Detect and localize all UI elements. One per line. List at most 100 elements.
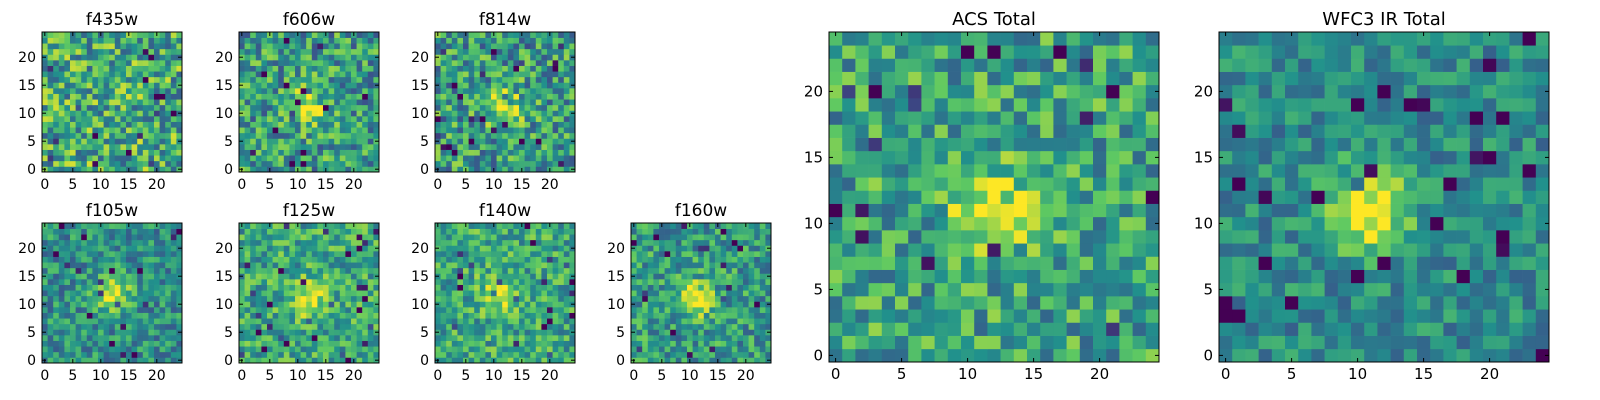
heatmap-cell	[165, 318, 172, 325]
heatmap-cell	[934, 269, 949, 284]
heatmap-cell	[81, 262, 88, 269]
heatmap-cell	[75, 71, 82, 78]
heatmap-cell	[961, 190, 975, 204]
heatmap-cell	[289, 245, 296, 252]
heatmap-cell	[524, 307, 531, 313]
heatmap-cell	[485, 60, 492, 66]
heatmap-cell	[681, 284, 688, 291]
heatmap-cell	[881, 150, 896, 165]
heatmap-cell	[921, 216, 935, 231]
heatmap-cell	[731, 323, 738, 330]
heatmap-cell	[64, 223, 71, 229]
y-tick-label: 5	[27, 134, 36, 150]
heatmap-cell	[70, 273, 76, 280]
heatmap-cell	[1013, 230, 1028, 244]
heatmap-cell	[109, 262, 116, 269]
heatmap-cell	[754, 340, 761, 347]
heatmap-cell	[362, 65, 369, 72]
heatmap-cell	[703, 346, 710, 353]
heatmap-cell	[154, 138, 160, 145]
heatmap-cell	[334, 121, 341, 128]
heatmap-cell	[323, 121, 329, 128]
heatmap-cell	[987, 348, 1001, 363]
heatmap-cell	[541, 267, 548, 274]
heatmap-cell	[502, 318, 509, 325]
heatmap-cell	[114, 239, 121, 246]
heatmap-cell	[283, 234, 290, 241]
heatmap-cell	[64, 323, 71, 330]
heatmap-cell	[47, 340, 54, 347]
heatmap-cell	[272, 290, 279, 297]
heatmap-cell	[703, 301, 710, 308]
heatmap-cell	[451, 88, 458, 94]
heatmap-cell	[563, 65, 570, 72]
heatmap-cell	[120, 82, 127, 89]
heatmap-cell	[479, 132, 486, 139]
heatmap-cell	[300, 166, 307, 173]
heatmap-cell	[947, 269, 962, 284]
heatmap-cell	[961, 282, 975, 297]
heatmap-cell	[311, 71, 318, 78]
heatmap-cell	[272, 60, 279, 66]
heatmap-cell	[631, 295, 637, 302]
heatmap-cell	[120, 329, 127, 336]
heatmap-cell	[698, 279, 705, 285]
heatmap-cell	[165, 223, 172, 229]
heatmap-cell	[126, 335, 132, 341]
y-tick-label: 20	[215, 241, 233, 257]
heatmap-cell	[148, 262, 155, 269]
heatmap-cell	[535, 110, 542, 117]
heatmap-cell	[934, 203, 949, 218]
heatmap-cell	[446, 251, 453, 257]
heatmap-cell	[103, 116, 110, 122]
heatmap-cell	[698, 234, 705, 241]
heatmap-cell	[317, 104, 324, 111]
heatmap-cell	[362, 239, 369, 246]
heatmap-cell	[255, 234, 262, 241]
heatmap-cell	[300, 329, 307, 336]
x-tick-label: 5	[265, 368, 274, 384]
heatmap-cell	[1027, 203, 1041, 218]
heatmap-cell	[479, 346, 486, 353]
heatmap-cell	[457, 323, 464, 330]
heatmap-cell	[463, 160, 469, 167]
heatmap-cell	[468, 228, 475, 235]
heatmap-cell	[457, 127, 464, 134]
heatmap-cell	[842, 177, 856, 191]
heatmap-cell	[317, 335, 324, 341]
heatmap-cell	[507, 312, 514, 319]
panel-title: f125w	[283, 201, 335, 221]
heatmap-cell	[267, 132, 273, 139]
heatmap-cell	[300, 149, 307, 156]
heatmap-cell	[463, 290, 469, 297]
heatmap-cell	[463, 82, 469, 89]
heatmap-cell	[170, 93, 177, 100]
heatmap-cell	[569, 144, 576, 150]
heatmap-cell	[267, 138, 273, 145]
heatmap-cell	[295, 323, 301, 330]
heatmap-cell	[142, 239, 149, 246]
heatmap-cell	[519, 245, 525, 252]
heatmap-cell	[681, 312, 688, 319]
heatmap-cell	[563, 323, 570, 330]
heatmap-cell	[474, 149, 481, 156]
heatmap-cell	[126, 267, 132, 274]
heatmap-cell	[1119, 269, 1133, 284]
heatmap-cell	[535, 307, 542, 313]
heatmap-cell	[552, 127, 559, 134]
heatmap-cell	[1027, 190, 1041, 204]
heatmap-cell	[908, 216, 922, 231]
heatmap-cell	[328, 54, 335, 61]
heatmap-cell	[675, 267, 682, 274]
heatmap-cell	[278, 82, 285, 89]
heatmap-cell	[244, 245, 251, 252]
heatmap-cell	[323, 149, 329, 156]
heatmap-cell	[373, 65, 380, 72]
x-tick-label: 10	[681, 368, 699, 384]
heatmap-cell	[463, 279, 469, 285]
heatmap-cell	[165, 239, 172, 246]
heatmap-cell	[535, 76, 542, 83]
heatmap-cell	[463, 54, 469, 61]
heatmap-cell	[289, 104, 296, 111]
heatmap-cell	[159, 312, 166, 319]
